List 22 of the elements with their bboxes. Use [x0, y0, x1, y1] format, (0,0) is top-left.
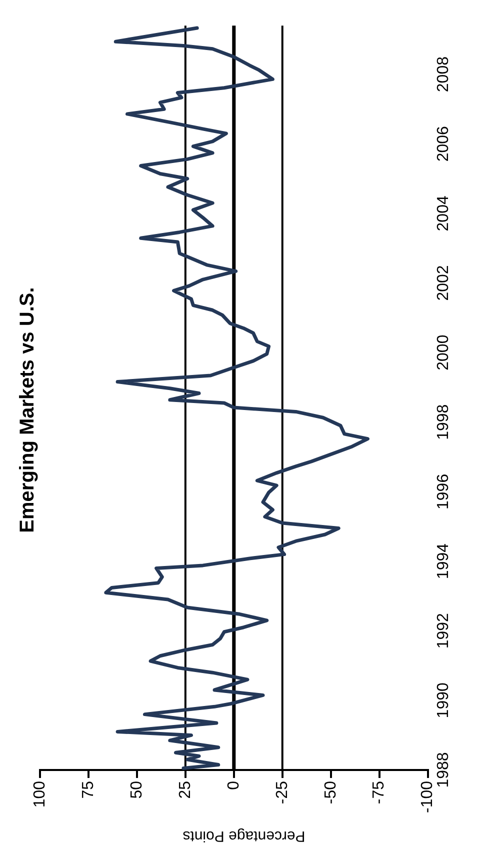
- y-tick-label: 1992: [435, 612, 452, 649]
- y-tick-label: 1996: [435, 474, 452, 510]
- x-tick-label: -25: [274, 780, 291, 804]
- text: Emerging Markets vs U.S.: [16, 287, 40, 533]
- x-tick-label: -75: [370, 780, 388, 804]
- x-tick-label: 50: [128, 780, 146, 799]
- y-tick-label: 2008: [435, 56, 452, 92]
- y-tick-label: 1998: [435, 404, 452, 440]
- y-tick-label: 2006: [435, 126, 452, 162]
- y-tick-label: 2002: [435, 265, 452, 301]
- y-tick-label: 1994: [435, 543, 452, 580]
- x-tick-label: 75: [80, 780, 97, 799]
- x-tick-label: 25: [176, 780, 194, 799]
- x-tick-label: 0: [225, 780, 242, 790]
- x-tick-label: -100: [419, 780, 436, 814]
- x-axis-title: Percentage Points: [182, 828, 306, 844]
- y-tick-label: 2004: [435, 196, 452, 232]
- y-tick-label: 2000: [435, 334, 452, 370]
- x-tick-label: -50: [322, 780, 340, 804]
- y-tick-label: 1988: [435, 752, 452, 788]
- y-tick-label: 1990: [435, 682, 452, 718]
- x-tick-label: 100: [31, 780, 48, 808]
